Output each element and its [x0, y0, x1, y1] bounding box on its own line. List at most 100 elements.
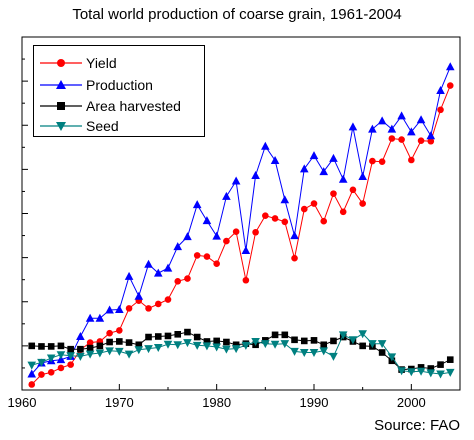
- data-point-seed: [212, 343, 221, 352]
- data-point-production: [115, 304, 124, 313]
- data-point-area-harvested: [67, 345, 74, 353]
- data-point-production: [144, 259, 153, 268]
- data-point-seed: [270, 340, 280, 349]
- data-point-production: [85, 313, 95, 322]
- data-point-seed: [280, 340, 290, 349]
- data-point-yield: [330, 190, 337, 197]
- data-point-yield: [125, 305, 133, 312]
- x-tick-label: 1970: [105, 395, 134, 410]
- data-point-seed: [290, 347, 299, 356]
- data-point-seed: [377, 340, 387, 349]
- data-point-yield: [378, 158, 386, 165]
- data-point-area-harvested: [57, 342, 65, 350]
- data-point-yield: [47, 369, 55, 376]
- data-point-production: [212, 231, 221, 240]
- data-point-seed: [387, 353, 397, 362]
- data-point-yield: [388, 135, 396, 142]
- data-point-seed: [329, 352, 338, 361]
- data-point-production: [426, 131, 436, 140]
- data-point-production: [27, 369, 37, 378]
- data-point-area-harvested: [86, 344, 94, 352]
- data-point-production: [348, 122, 358, 131]
- data-point-yield: [446, 82, 454, 89]
- data-point-seed: [144, 345, 153, 354]
- data-point-seed: [407, 368, 416, 377]
- data-point-yield: [252, 228, 259, 236]
- data-point-yield: [369, 157, 376, 165]
- legend-marker-area-harvested: [40, 102, 82, 110]
- data-point-seed: [358, 330, 367, 339]
- data-point-area-harvested: [271, 331, 279, 339]
- legend-label-production: Production: [86, 77, 153, 93]
- legend-label-seed: Seed: [86, 118, 119, 134]
- data-point-yield: [271, 215, 279, 222]
- legend-item-production: Production: [34, 75, 206, 95]
- data-point-area-harvested: [125, 339, 133, 346]
- data-point-area-harvested: [300, 337, 308, 345]
- data-point-production: [270, 156, 280, 165]
- data-point-area-harvested: [38, 343, 45, 350]
- source-note: Source: FAO: [374, 417, 460, 434]
- data-point-production: [251, 170, 260, 179]
- data-point-area-harvested: [427, 365, 435, 372]
- data-point-seed: [37, 358, 46, 367]
- data-point-seed: [338, 331, 348, 340]
- data-point-yield: [67, 361, 74, 368]
- data-point-area-harvested: [232, 341, 240, 349]
- data-point-seed: [348, 336, 358, 345]
- data-point-area-harvested: [116, 338, 123, 345]
- series-line-seed: [31, 333, 451, 375]
- data-point-production: [241, 245, 251, 254]
- data-point-area-harvested: [446, 356, 454, 363]
- data-point-area-harvested: [106, 338, 113, 346]
- data-point-area-harvested: [154, 333, 162, 340]
- data-point-yield: [281, 218, 289, 226]
- data-point-production: [153, 268, 163, 277]
- data-point-seed: [397, 367, 406, 376]
- legend-label-area-harvested: Area harvested: [86, 98, 181, 114]
- data-point-seed: [173, 341, 183, 350]
- data-point-seed: [95, 349, 105, 358]
- data-point-yield: [232, 228, 240, 236]
- data-point-seed: [85, 350, 95, 359]
- data-point-production: [105, 305, 114, 314]
- data-point-seed: [153, 344, 163, 353]
- legend-marker-yield: [40, 59, 82, 67]
- data-point-yield: [203, 253, 211, 260]
- data-point-area-harvested: [437, 361, 444, 368]
- data-point-seed: [445, 368, 455, 377]
- data-point-yield: [57, 364, 65, 372]
- data-point-area-harvested: [184, 328, 191, 336]
- data-point-production: [231, 176, 241, 185]
- data-point-area-harvested: [291, 336, 298, 344]
- data-point-production: [192, 200, 202, 209]
- data-point-yield: [242, 276, 250, 284]
- data-point-production: [387, 124, 397, 133]
- data-point-yield: [417, 137, 425, 144]
- x-tick-label: 1990: [300, 395, 329, 410]
- data-point-yield: [349, 186, 357, 194]
- data-point-area-harvested: [310, 337, 318, 344]
- data-point-seed: [27, 361, 37, 370]
- data-point-seed: [319, 347, 329, 356]
- data-point-production: [299, 164, 309, 173]
- data-point-seed: [105, 347, 114, 356]
- data-point-seed: [416, 367, 426, 376]
- legend-label-yield: Yield: [86, 55, 117, 71]
- data-point-seed: [56, 351, 66, 360]
- x-tick-label: 1980: [202, 395, 231, 410]
- data-point-area-harvested: [96, 342, 104, 350]
- data-point-production: [319, 167, 329, 176]
- data-point-yield: [213, 260, 220, 267]
- data-point-seed: [299, 348, 309, 357]
- data-point-yield: [164, 296, 172, 303]
- data-point-yield: [106, 329, 113, 337]
- data-point-yield: [184, 275, 191, 282]
- data-point-area-harvested: [164, 332, 172, 340]
- plot-area: 1960 1970 1980 1990 2000: [8, 36, 461, 410]
- data-point-production: [280, 195, 290, 204]
- data-point-yield: [310, 200, 318, 207]
- data-point-production: [368, 124, 377, 133]
- data-point-seed: [115, 347, 124, 356]
- data-point-seed: [202, 342, 212, 351]
